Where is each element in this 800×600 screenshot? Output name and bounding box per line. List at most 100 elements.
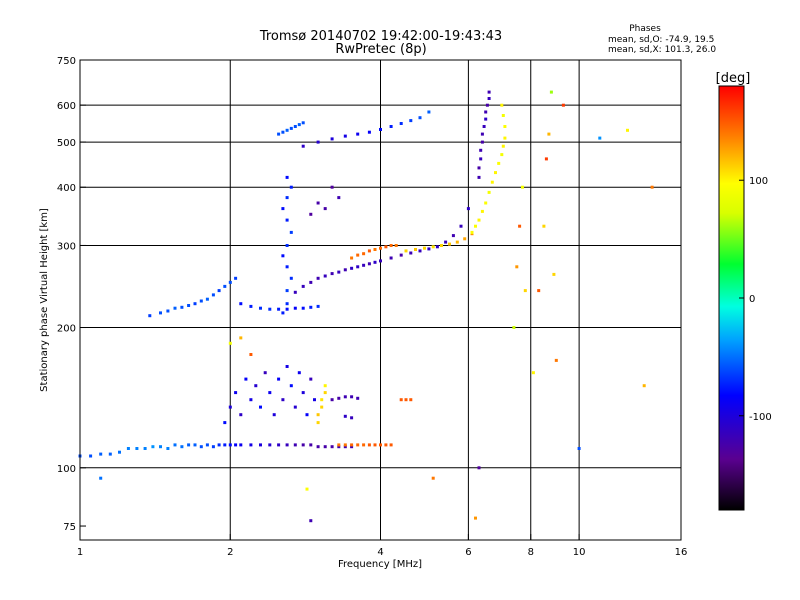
data-point <box>234 443 238 447</box>
data-point <box>301 144 305 148</box>
data-point <box>293 306 297 310</box>
data-point <box>494 171 497 175</box>
data-point <box>431 245 435 249</box>
data-point <box>316 445 320 449</box>
data-point <box>554 358 558 362</box>
data-point <box>373 443 377 447</box>
data-point <box>263 371 267 375</box>
data-point <box>205 297 209 301</box>
data-point <box>427 110 431 114</box>
data-point <box>272 413 276 417</box>
data-point <box>474 516 477 520</box>
data-point <box>285 128 289 132</box>
data-point <box>480 209 484 213</box>
data-point <box>531 371 535 375</box>
data-point <box>404 398 408 402</box>
data-point <box>362 252 366 256</box>
data-point <box>356 443 360 447</box>
x-tick-label: 1 <box>77 547 83 558</box>
data-point <box>89 454 93 458</box>
phase-info-heading: Phases <box>629 24 661 34</box>
data-point <box>211 293 215 297</box>
data-point <box>459 224 463 228</box>
data-point <box>239 443 243 447</box>
data-point <box>394 244 398 247</box>
data-point <box>515 265 519 269</box>
data-point <box>650 185 654 189</box>
x-tick-label: 8 <box>528 547 534 558</box>
x-tick-label: 4 <box>377 547 383 558</box>
data-point <box>285 289 289 293</box>
x-tick-label: 2 <box>227 547 233 558</box>
data-point <box>239 302 243 306</box>
data-point <box>337 396 341 400</box>
data-point <box>193 302 197 306</box>
data-point <box>118 450 121 454</box>
y-tick-labels: 75 100 200 300 400 500 600 750 <box>57 56 76 533</box>
data-point <box>367 443 371 447</box>
data-point <box>350 416 354 420</box>
data-point <box>285 302 289 306</box>
data-point <box>350 443 354 447</box>
x-tick-label: 6 <box>465 547 471 558</box>
data-point <box>173 306 177 310</box>
data-point <box>293 290 297 294</box>
data-point <box>379 246 382 250</box>
data-point <box>166 309 170 313</box>
data-point <box>337 270 341 274</box>
data-point <box>289 126 293 130</box>
data-point <box>148 314 152 318</box>
y-axis-label: Stationary phase Virtual Height [km] <box>39 208 50 392</box>
phase-info-o: mean, sd,O: -74.9, 19.5 <box>608 35 714 45</box>
data-point <box>323 391 327 395</box>
data-point <box>362 443 366 447</box>
y-tick-label: 600 <box>57 101 76 112</box>
data-point <box>518 224 522 228</box>
data-point <box>343 445 347 449</box>
data-point <box>99 452 103 456</box>
data-point <box>305 413 309 417</box>
data-point <box>285 307 289 311</box>
x-tick-labels: 1 2 4 6 8 10 16 <box>77 547 688 558</box>
data-point <box>301 391 305 395</box>
data-point <box>320 405 324 409</box>
data-point <box>512 326 516 329</box>
data-point <box>501 144 505 148</box>
data-point <box>285 265 289 269</box>
data-point <box>626 128 629 132</box>
data-point <box>455 240 459 244</box>
data-point <box>249 443 253 447</box>
data-point <box>180 445 184 449</box>
data-point <box>487 90 491 94</box>
data-point <box>108 452 112 456</box>
data-point <box>316 413 320 417</box>
data-point <box>477 466 481 470</box>
data-point <box>217 289 221 293</box>
data-point <box>320 398 324 402</box>
data-point <box>217 443 221 447</box>
data-point <box>199 299 203 303</box>
data-point <box>389 244 393 247</box>
data-point <box>479 148 483 152</box>
data-point <box>239 336 243 340</box>
data-point <box>135 447 139 450</box>
x-axis-label: Frequency [MHz] <box>338 559 422 570</box>
data-point <box>542 224 546 228</box>
data-point <box>503 136 507 140</box>
data-point <box>337 445 341 449</box>
data-point <box>367 249 371 253</box>
data-point <box>414 248 417 251</box>
data-point <box>330 398 334 402</box>
data-point <box>330 185 334 189</box>
data-point <box>362 263 366 267</box>
data-point <box>485 103 489 107</box>
data-point <box>337 443 341 447</box>
y-tick-label: 750 <box>57 56 76 67</box>
data-point <box>480 132 484 136</box>
data-point <box>409 119 413 123</box>
data-point <box>350 395 354 399</box>
data-point <box>234 276 238 280</box>
data-point <box>99 476 103 480</box>
data-point <box>254 384 258 388</box>
